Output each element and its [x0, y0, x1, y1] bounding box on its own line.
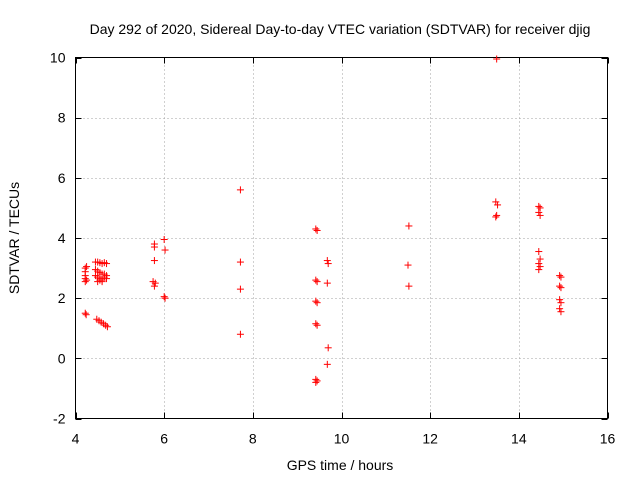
y-tick-labels: -2 0 2 4 6 8 10	[50, 50, 66, 427]
data-point	[536, 211, 544, 219]
data-point	[324, 260, 332, 268]
y-tick-label: -2	[53, 411, 66, 427]
data-point	[535, 248, 543, 256]
x-tick-labels: 4 6 8 10 12 14 16	[72, 431, 616, 447]
data-point	[536, 263, 544, 271]
x-tick-label: 16	[600, 431, 616, 447]
y-tick-label: 2	[58, 290, 66, 306]
data-point	[236, 258, 244, 266]
data-point	[83, 276, 91, 284]
y-tick-label: 4	[58, 230, 66, 246]
data-point	[82, 311, 90, 319]
data-point	[102, 321, 110, 329]
data-point	[236, 186, 244, 194]
data-point	[160, 293, 168, 301]
data-point	[236, 285, 244, 293]
data-point	[536, 255, 544, 263]
data-point	[535, 202, 543, 210]
data-point	[494, 201, 502, 209]
y-axis-label: SDTVAR / TECUs	[6, 182, 22, 294]
data-point	[557, 273, 565, 281]
x-tick-label: 14	[511, 431, 527, 447]
data-point	[557, 308, 565, 316]
data-point	[313, 278, 321, 286]
data-point	[493, 55, 501, 63]
data-point	[557, 299, 565, 307]
x-tick-label: 4	[72, 431, 80, 447]
data-point	[493, 211, 501, 219]
data-point	[312, 378, 320, 386]
data-point	[161, 246, 169, 254]
axis-ticks	[75, 57, 609, 420]
data-point	[535, 266, 543, 274]
data-point	[312, 225, 320, 233]
x-tick-label: 10	[334, 431, 350, 447]
x-axis-label: GPS time / hours	[287, 457, 394, 473]
data-point	[83, 263, 91, 271]
data-point	[556, 305, 564, 313]
y-tick-label: 0	[58, 350, 66, 366]
data-point	[557, 284, 565, 292]
data-point	[236, 330, 244, 338]
data-point	[312, 276, 320, 284]
y-tick-label: 8	[58, 110, 66, 126]
data-point	[536, 204, 544, 212]
data-point	[492, 198, 500, 206]
data-point	[150, 282, 158, 290]
data-point	[323, 360, 331, 368]
y-tick-label: 6	[58, 170, 66, 186]
data-point	[103, 275, 111, 283]
data-points	[81, 55, 565, 386]
chart-title: Day 292 of 2020, Sidereal Day-to-day VTE…	[90, 21, 591, 37]
data-point	[404, 261, 412, 269]
data-point	[323, 257, 331, 265]
data-point	[312, 297, 320, 305]
data-point	[556, 272, 564, 280]
x-tick-label: 6	[160, 431, 168, 447]
data-point	[81, 278, 89, 286]
data-point	[405, 282, 413, 290]
data-point	[98, 278, 106, 286]
data-point	[405, 222, 413, 230]
data-point	[313, 299, 321, 307]
data-point	[313, 321, 321, 329]
data-point	[535, 260, 543, 268]
data-point	[312, 320, 320, 328]
data-point	[161, 294, 169, 302]
data-point	[150, 257, 158, 265]
data-point	[313, 226, 321, 234]
y-tick-label: 10	[50, 50, 66, 66]
data-point	[103, 323, 111, 331]
x-tick-label: 12	[422, 431, 438, 447]
data-point	[313, 377, 321, 385]
data-point	[324, 344, 332, 352]
data-point	[323, 279, 331, 287]
data-point	[492, 213, 500, 221]
data-point	[150, 243, 158, 251]
data-point	[81, 309, 89, 317]
data-point	[160, 236, 168, 244]
data-point	[535, 208, 543, 216]
data-point	[556, 296, 564, 304]
data-point	[151, 279, 159, 287]
x-tick-label: 8	[249, 431, 257, 447]
data-point	[103, 260, 111, 268]
data-point	[556, 282, 564, 290]
